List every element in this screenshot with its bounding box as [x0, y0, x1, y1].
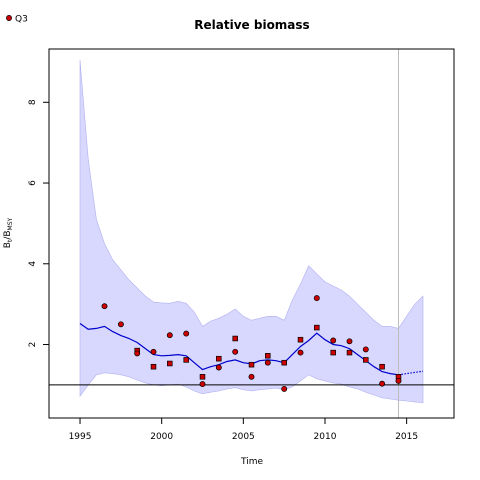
data-point-square	[330, 349, 336, 356]
y-axis: 2 4 6 8	[28, 99, 49, 347]
legend-label: Q3	[15, 15, 28, 25]
data-point-square	[232, 335, 238, 342]
data-point-circle	[281, 385, 288, 392]
data-point-circle	[215, 364, 222, 371]
y-tick-label: 8	[28, 99, 38, 105]
data-point-circle	[117, 321, 124, 328]
data-point-circle	[166, 332, 173, 339]
data-point-square	[314, 324, 320, 331]
data-point-square	[379, 363, 385, 370]
data-point-square	[150, 363, 157, 370]
y-label-sub1: t	[7, 239, 14, 242]
data-point-circle	[150, 348, 157, 355]
y-tick-label: 6	[28, 180, 38, 186]
data-point-circle	[330, 337, 337, 344]
legend: Q3	[6, 15, 28, 25]
data-point-circle	[362, 346, 369, 353]
data-point-square	[346, 349, 353, 356]
x-tick-label: 2005	[232, 432, 255, 442]
data-point-circle	[248, 373, 255, 380]
y-tick-label: 2	[28, 342, 38, 348]
plot-area	[49, 49, 454, 418]
plot-frame	[48, 48, 455, 419]
data-point-circle	[232, 348, 239, 355]
x-axis: 1995 2000 2005 2010 2015	[69, 418, 418, 442]
y-axis-label: Bt/BMSY	[3, 217, 14, 248]
data-point-square	[167, 360, 173, 367]
data-point-circle	[264, 359, 271, 366]
legend-marker	[6, 15, 12, 21]
data-point-square	[216, 355, 222, 362]
y-label-main: B	[3, 242, 13, 248]
y-label-sub2: MSY	[7, 217, 14, 230]
data-point-square	[297, 336, 304, 343]
data-point-square	[199, 374, 206, 380]
x-tick-label: 1995	[69, 432, 92, 442]
estimate-line	[79, 323, 399, 376]
data-point-square	[248, 361, 255, 368]
data-point-square	[363, 357, 369, 363]
chart-title: Relative biomass	[194, 18, 309, 32]
data-point-circle	[199, 381, 206, 388]
data-point-circle	[134, 350, 141, 357]
data-point-circle	[313, 295, 320, 302]
data-point-circle	[297, 349, 304, 356]
y-label-mid: /B	[3, 230, 13, 239]
data-point-circle	[346, 338, 353, 345]
data-point-circle	[395, 377, 402, 384]
data-point-circle	[183, 330, 190, 337]
confidence-band	[79, 59, 424, 404]
data-point-square	[183, 357, 189, 363]
y-tick-label: 4	[28, 261, 38, 267]
x-tick-label: 2015	[395, 432, 418, 442]
forecast-line	[398, 370, 424, 376]
x-axis-label: Time	[240, 457, 263, 467]
x-tick-label: 2000	[150, 432, 173, 442]
data-point-square	[281, 359, 287, 366]
data-point-circle	[379, 380, 386, 387]
x-tick-label: 2010	[314, 432, 337, 442]
data-point-square	[265, 353, 271, 359]
data-point-circle	[101, 303, 108, 310]
